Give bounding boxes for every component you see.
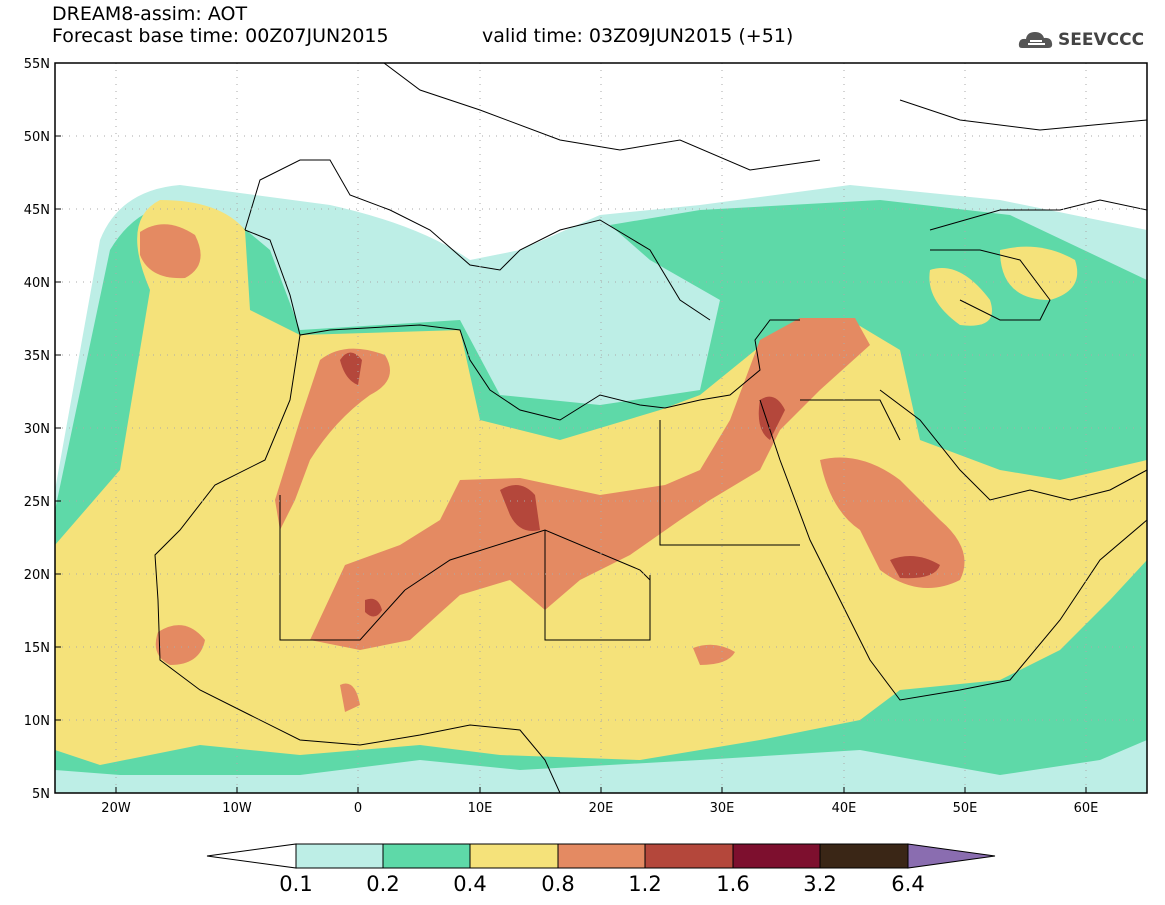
- lat-label-25n: 25N: [24, 495, 50, 510]
- colorbar-segment-above: [907, 843, 996, 869]
- colorbar-segment-below: [206, 843, 297, 869]
- lon-label-20w: 20W: [101, 801, 131, 816]
- cloud-logo-icon: [1018, 32, 1053, 48]
- lon-label-50e: 50E: [953, 801, 978, 816]
- lon-label-30e: 30E: [710, 801, 735, 816]
- colorbar-tick-label: 0.2: [366, 872, 400, 896]
- lat-label-45n: 45N: [24, 203, 50, 218]
- colorbar-tick-label: 0.1: [279, 872, 313, 896]
- colorbar-tick-label: 0.4: [453, 872, 487, 896]
- graticule: [55, 63, 1147, 793]
- lat-label-10n: 10N: [24, 714, 50, 729]
- lon-label-10w: 10W: [222, 801, 252, 816]
- colorbar-segment: [644, 843, 734, 869]
- colorbar-tick-label: 3.2: [803, 872, 837, 896]
- colorbar-segment: [469, 843, 559, 869]
- lat-label-20n: 20N: [24, 568, 50, 583]
- lat-label-50n: 50N: [24, 130, 50, 145]
- lat-label-5n: 5N: [32, 787, 50, 802]
- colorbar-segment: [732, 843, 821, 869]
- lon-label-20e: 20E: [589, 801, 614, 816]
- colorbar-tick-label: 1.6: [716, 872, 750, 896]
- map-title: DREAM8-assim: AOT: [52, 3, 248, 25]
- forecast-base-time: Forecast base time: 00Z07JUN2015: [52, 25, 389, 47]
- lon-label-40e: 40E: [832, 801, 857, 816]
- colorbar-segment: [557, 843, 646, 869]
- coastlines: [154, 63, 1147, 793]
- colorbar-segment: [295, 843, 384, 869]
- colorbar-segment: [819, 843, 909, 869]
- colorbar-tick-label: 0.8: [541, 872, 575, 896]
- colorbar-segment: [382, 843, 471, 869]
- colorbar: [206, 843, 996, 869]
- axis-ticks: [55, 62, 1087, 793]
- colorbar-tick-label: 1.2: [628, 872, 662, 896]
- lon-label-60e: 60E: [1074, 801, 1099, 816]
- valid-time: valid time: 03Z09JUN2015 (+51): [482, 25, 794, 47]
- lon-label-0: 0: [354, 801, 362, 816]
- seevccc-logo-text: SEEVCCC: [1058, 30, 1145, 50]
- lat-label-15n: 15N: [24, 641, 50, 656]
- colorbar-tick-label: 6.4: [891, 872, 925, 896]
- lat-label-30n: 30N: [24, 422, 50, 437]
- lat-label-55n: 55N: [24, 57, 50, 72]
- lat-label-35n: 35N: [24, 349, 50, 364]
- lon-label-10e: 10E: [468, 801, 493, 816]
- lat-label-40n: 40N: [24, 276, 50, 291]
